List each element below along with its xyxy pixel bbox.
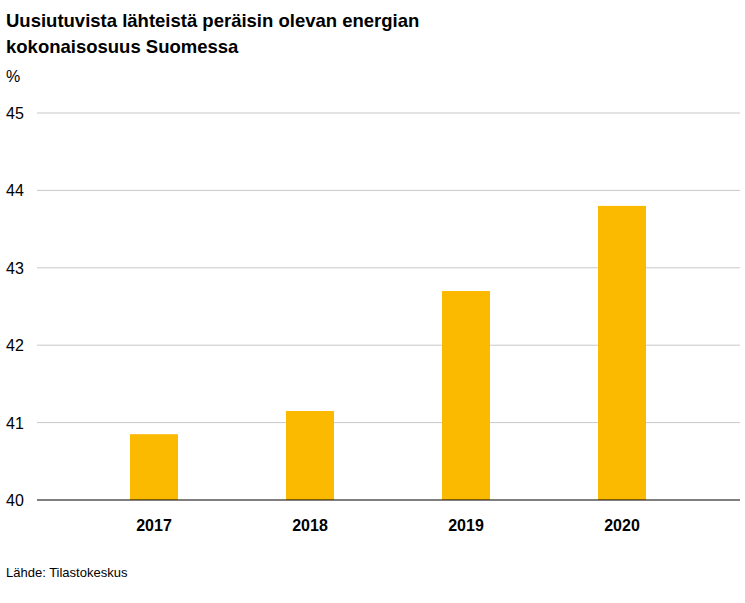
y-tick-label: 43 — [6, 260, 24, 277]
grid-line — [37, 113, 740, 114]
y-tick-label: 42 — [6, 337, 24, 354]
bar — [442, 291, 490, 500]
bars — [130, 206, 646, 500]
title: Uusiutuvista lähteistä peräisin olevan e… — [6, 8, 436, 60]
y-tick-label: 45 — [6, 105, 24, 122]
x-tick-label: 2020 — [604, 517, 640, 534]
source: Lähde: Tilastokeskus — [6, 565, 128, 580]
y-tick-label: 40 — [6, 492, 24, 509]
bar — [286, 411, 334, 500]
bar — [598, 206, 646, 500]
y-tick-label: 41 — [6, 415, 24, 432]
x-tick-label: 2018 — [292, 517, 328, 534]
bar — [130, 434, 178, 500]
x-axis-line — [37, 499, 740, 500]
x-tick-label: 2019 — [448, 517, 484, 534]
grid-line — [37, 190, 740, 191]
y-tick-label: 44 — [6, 182, 24, 199]
chart: % 40 41 42 43 44 45 2017 2018 2019 2020 Lähde: Tila… — [0, 0, 745, 603]
y-axis-label: % — [6, 68, 20, 85]
x-tick-label: 2017 — [136, 517, 172, 534]
